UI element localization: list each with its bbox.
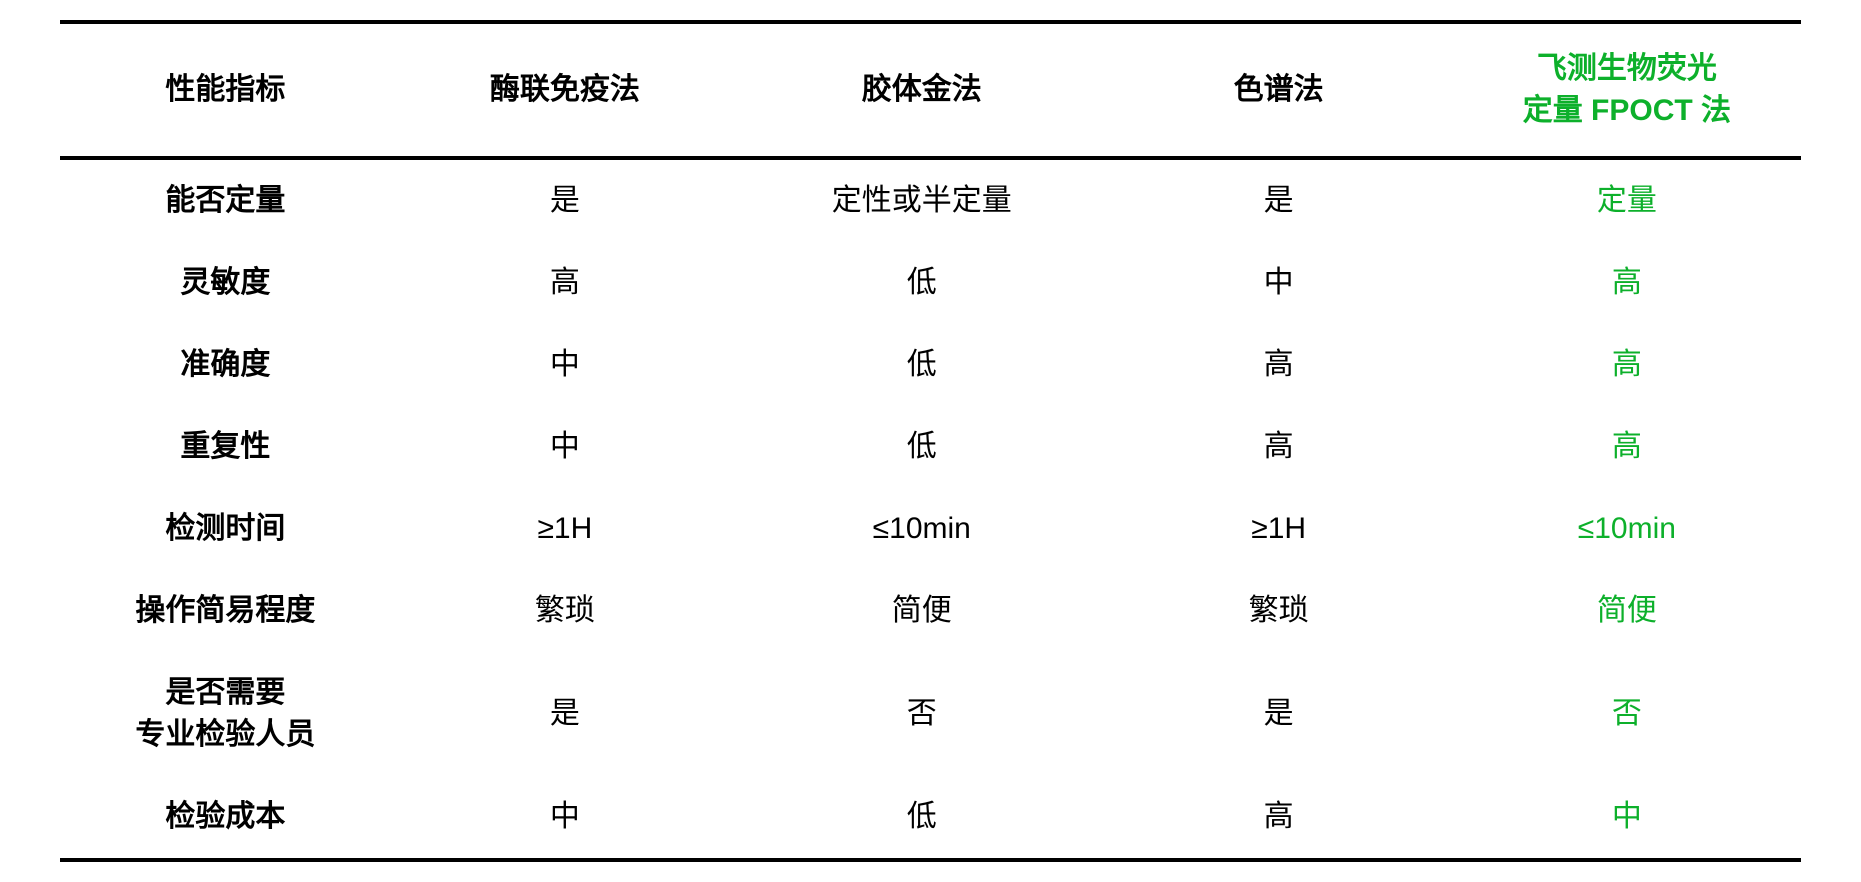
table-cell: 中: [1105, 242, 1453, 324]
table-cell-highlight: 高: [1453, 324, 1801, 406]
table-row: 操作简易程度 繁琐 简便 繁琐 简便: [60, 570, 1801, 652]
table-cell: 否: [739, 652, 1105, 776]
table-cell-highlight: 中: [1453, 776, 1801, 860]
row-header: 操作简易程度: [60, 570, 391, 652]
table-cell: 简便: [739, 570, 1105, 652]
table-cell-highlight: 高: [1453, 406, 1801, 488]
table-body: 能否定量 是 定性或半定量 是 定量 灵敏度 高 低 中 高 准确度 中 低 高…: [60, 158, 1801, 860]
table-cell: 中: [391, 324, 739, 406]
table-cell: 是: [391, 158, 739, 242]
table-cell: 高: [1105, 406, 1453, 488]
table-cell: 高: [1105, 324, 1453, 406]
comparison-table: 性能指标 酶联免疫法 胶体金法 色谱法 飞测生物荧光定量 FPOCT 法 能否定…: [60, 20, 1801, 862]
table-cell-highlight: 否: [1453, 652, 1801, 776]
table-row: 是否需要专业检验人员 是 否 是 否: [60, 652, 1801, 776]
table-cell: 是: [391, 652, 739, 776]
column-header-highlight: 飞测生物荧光定量 FPOCT 法: [1453, 22, 1801, 158]
table-cell: ≤10min: [739, 488, 1105, 570]
table-row: 能否定量 是 定性或半定量 是 定量: [60, 158, 1801, 242]
table-cell: 是: [1105, 158, 1453, 242]
table-cell: 高: [1105, 776, 1453, 860]
row-header: 检验成本: [60, 776, 391, 860]
table-cell: 高: [391, 242, 739, 324]
table-row: 检验成本 中 低 高 中: [60, 776, 1801, 860]
table-cell: ≥1H: [1105, 488, 1453, 570]
table-cell-highlight: 简便: [1453, 570, 1801, 652]
table-row: 准确度 中 低 高 高: [60, 324, 1801, 406]
table-cell: ≥1H: [391, 488, 739, 570]
table-header-row: 性能指标 酶联免疫法 胶体金法 色谱法 飞测生物荧光定量 FPOCT 法: [60, 22, 1801, 158]
table-cell: 定性或半定量: [739, 158, 1105, 242]
table-cell: 繁琐: [391, 570, 739, 652]
row-header: 检测时间: [60, 488, 391, 570]
table-row: 重复性 中 低 高 高: [60, 406, 1801, 488]
table-cell: 是: [1105, 652, 1453, 776]
table-cell-highlight: 高: [1453, 242, 1801, 324]
table-row: 灵敏度 高 低 中 高: [60, 242, 1801, 324]
table-cell: 低: [739, 406, 1105, 488]
column-header: 性能指标: [60, 22, 391, 158]
table-cell: 中: [391, 406, 739, 488]
row-header: 准确度: [60, 324, 391, 406]
table-cell: 中: [391, 776, 739, 860]
table-cell: 繁琐: [1105, 570, 1453, 652]
table-cell: 低: [739, 776, 1105, 860]
row-header: 是否需要专业检验人员: [60, 652, 391, 776]
table-cell-highlight: ≤10min: [1453, 488, 1801, 570]
column-header: 胶体金法: [739, 22, 1105, 158]
column-header: 色谱法: [1105, 22, 1453, 158]
table-row: 检测时间 ≥1H ≤10min ≥1H ≤10min: [60, 488, 1801, 570]
row-header: 灵敏度: [60, 242, 391, 324]
column-header: 酶联免疫法: [391, 22, 739, 158]
table-cell: 低: [739, 324, 1105, 406]
table-cell: 低: [739, 242, 1105, 324]
row-header: 重复性: [60, 406, 391, 488]
row-header: 能否定量: [60, 158, 391, 242]
table-cell-highlight: 定量: [1453, 158, 1801, 242]
